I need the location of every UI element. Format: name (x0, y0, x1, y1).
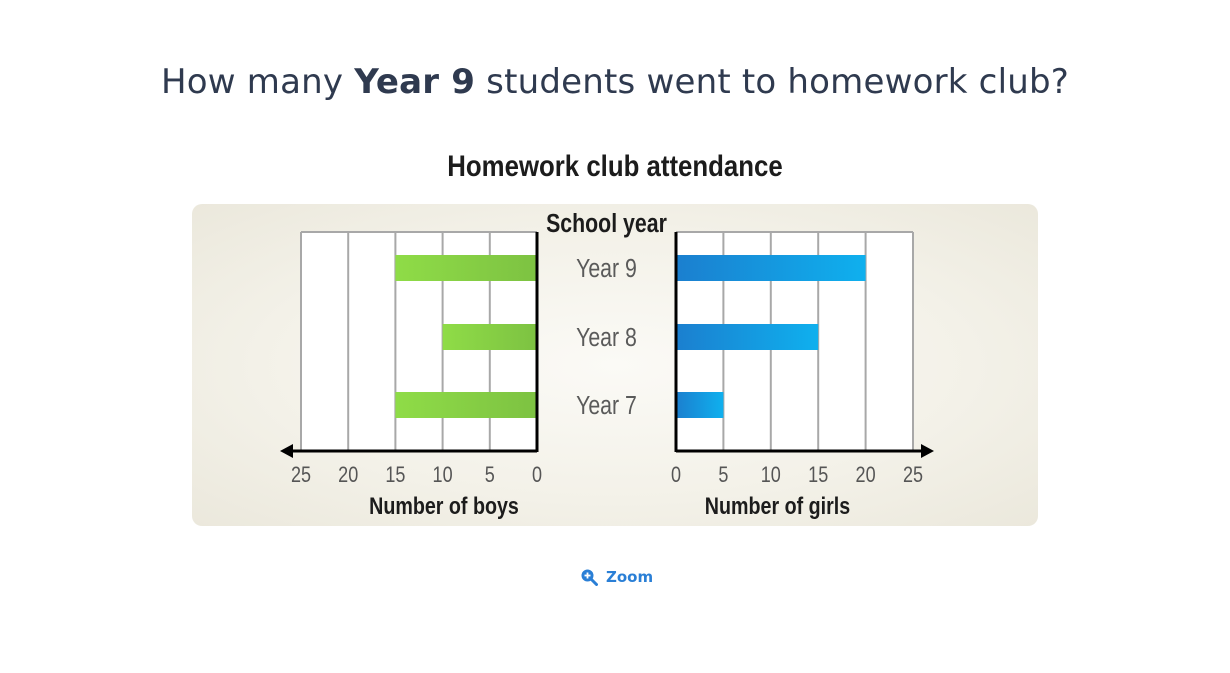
question-highlight: Year 9 (354, 62, 476, 102)
bar-girls-year-9 (676, 255, 866, 281)
bar-boys-year-9 (395, 255, 537, 281)
chart-title: Homework club attendance (447, 150, 783, 183)
right-tick-label: 25 (903, 463, 923, 487)
right-tick-label: 10 (761, 463, 781, 487)
left-tick-label: 15 (385, 463, 405, 487)
category-label: Year 8 (576, 323, 637, 353)
right-axis-arrow (921, 444, 934, 458)
category-label: Year 9 (576, 254, 637, 284)
left-tick-label: 25 (291, 463, 311, 487)
right-tick-label: 0 (671, 463, 681, 487)
left-axis-arrow (280, 444, 293, 458)
y-axis-label-school-year: School year (546, 209, 667, 239)
zoom-label: Zoom (606, 568, 654, 586)
left-tick-label: 20 (338, 463, 358, 487)
bar-boys-year-8 (442, 324, 537, 350)
bar-girls-year-8 (676, 324, 819, 350)
question-prefix: How many (160, 62, 355, 102)
bar-boys-year-7 (395, 392, 537, 418)
category-label: Year 7 (576, 391, 637, 421)
right-tick-label: 20 (856, 463, 876, 487)
question-suffix: students went to homework club? (475, 62, 1070, 102)
left-tick-label: 0 (532, 463, 542, 487)
x-axis-label-boys: Number of boys (369, 492, 519, 519)
zoom-in-icon (581, 569, 598, 586)
question-text: How many Year 9 students went to homewor… (0, 62, 1230, 102)
bar-girls-year-7 (676, 392, 724, 418)
left-tick-label: 5 (485, 463, 495, 487)
right-tick-label: 5 (718, 463, 728, 487)
left-tick-label: 10 (433, 463, 453, 487)
zoom-button[interactable]: Zoom (580, 568, 653, 586)
right-tick-label: 15 (808, 463, 828, 487)
x-axis-label-girls: Number of girls (705, 492, 850, 519)
